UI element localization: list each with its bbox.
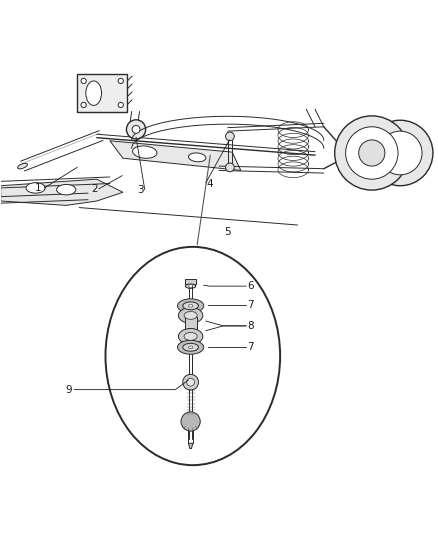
Circle shape [226, 163, 234, 172]
Ellipse shape [183, 302, 198, 310]
Circle shape [118, 102, 124, 108]
Text: 3: 3 [137, 184, 144, 195]
Polygon shape [110, 141, 241, 171]
Ellipse shape [177, 299, 204, 313]
Ellipse shape [106, 247, 280, 465]
Ellipse shape [178, 308, 203, 323]
Circle shape [226, 132, 234, 141]
Circle shape [181, 412, 200, 431]
Ellipse shape [183, 343, 198, 351]
Circle shape [359, 140, 385, 166]
Ellipse shape [133, 146, 157, 158]
Circle shape [335, 116, 409, 190]
Circle shape [118, 78, 124, 84]
Text: 6: 6 [247, 281, 254, 291]
Text: 2: 2 [91, 184, 98, 194]
Ellipse shape [185, 284, 196, 288]
Ellipse shape [178, 328, 203, 344]
Circle shape [378, 131, 422, 175]
Ellipse shape [18, 163, 28, 169]
Text: 9: 9 [65, 385, 72, 394]
Polygon shape [184, 317, 197, 334]
Polygon shape [185, 279, 196, 284]
Polygon shape [1, 179, 123, 205]
Circle shape [183, 374, 198, 390]
Ellipse shape [177, 340, 204, 354]
Ellipse shape [26, 183, 45, 193]
Polygon shape [188, 443, 193, 449]
Circle shape [81, 78, 86, 84]
Ellipse shape [86, 81, 102, 106]
Text: 8: 8 [247, 321, 254, 331]
Ellipse shape [57, 184, 76, 195]
Text: 7: 7 [247, 300, 254, 310]
Circle shape [189, 285, 192, 288]
Circle shape [367, 120, 433, 185]
Polygon shape [77, 75, 127, 111]
Text: 7: 7 [247, 342, 254, 352]
Circle shape [187, 378, 194, 386]
Ellipse shape [188, 304, 193, 307]
Circle shape [132, 125, 140, 133]
Circle shape [127, 120, 146, 139]
Circle shape [81, 102, 86, 108]
Circle shape [346, 127, 398, 179]
Ellipse shape [188, 346, 193, 349]
Text: 1: 1 [35, 183, 41, 193]
Text: 5: 5 [224, 228, 231, 237]
Ellipse shape [188, 153, 206, 161]
Text: 4: 4 [206, 180, 213, 189]
Ellipse shape [184, 311, 197, 319]
Ellipse shape [184, 333, 197, 340]
